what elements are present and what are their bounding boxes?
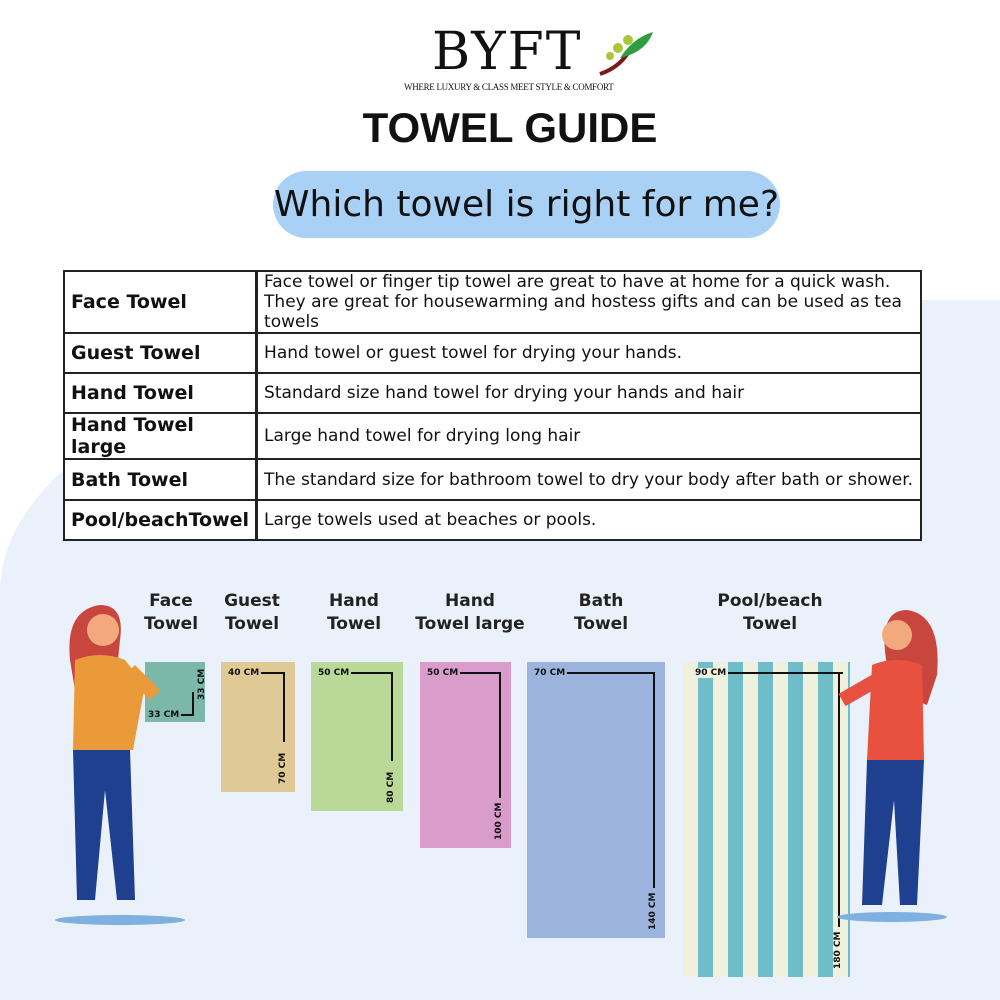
towel-desc: The standard size for bathroom towel to … <box>255 458 923 501</box>
towel-caption: Bath Towel <box>531 590 671 636</box>
caption-line: Face <box>149 591 193 611</box>
table-row: Pool/beachTowel Large towels used at beac… <box>63 499 923 541</box>
caption-line: Towel <box>224 614 280 634</box>
caption-line: Towel <box>742 614 798 634</box>
caption-line: Bath <box>578 591 624 611</box>
subtitle-pill: Which towel is right for me? <box>273 171 780 238</box>
table-row: Guest Towel Hand towel or guest towel for… <box>63 332 923 374</box>
caption-line: Pool/beach <box>717 591 823 611</box>
brand-logo: BYFT <box>432 22 583 82</box>
towel-swatch: 50 CM 100 CM <box>420 662 511 848</box>
page-title: TOWEL GUIDE <box>362 104 658 151</box>
woman-right-illustration <box>837 610 947 922</box>
towel-desc: Large hand towel for drying long hair <box>255 412 923 460</box>
width-label: 70 CM <box>534 668 566 678</box>
leaf-icon <box>599 32 653 76</box>
height-label: 70 CM <box>278 752 288 784</box>
height-label: 180 CM <box>833 931 843 969</box>
caption-line: Towel <box>143 614 199 634</box>
towel-caption: Guest Towel <box>182 590 322 636</box>
woman-left-illustration <box>55 605 185 925</box>
caption-line: Guest <box>224 591 280 611</box>
towel-swatch: 90 CM 180 CM <box>683 662 850 977</box>
towel-swatch: 50 CM 80 CM <box>311 662 403 811</box>
caption-line: Towel <box>573 614 629 634</box>
caption-line: Towel <box>326 614 382 634</box>
towel-caption: Pool/beach Towel <box>700 590 840 636</box>
caption-line: Towel large <box>415 614 525 634</box>
towel-desc: Face towel or finger tip towel are great… <box>255 270 923 334</box>
table-row: Hand Towel large Large hand towel for dry… <box>63 412 923 460</box>
height-label: 100 CM <box>494 802 504 840</box>
brand-tagline: WHERE LUXURY & CLASS MEET STYLE & COMFOR… <box>404 82 614 92</box>
towel-caption: Hand Towel <box>284 590 424 636</box>
towel-name: Guest Towel <box>63 332 259 374</box>
width-label: 50 CM <box>318 668 350 678</box>
towel-name: Hand Towel large <box>63 412 259 460</box>
towel-swatch: 40 CM 70 CM <box>221 662 295 792</box>
caption-line: Hand <box>445 591 495 611</box>
towel-desc: Hand towel or guest towel for drying you… <box>255 332 923 374</box>
height-label: 140 CM <box>648 892 658 930</box>
height-label: 80 CM <box>386 771 396 803</box>
towel-name: Face Towel <box>63 270 259 334</box>
towel-name: Bath Towel <box>63 458 259 501</box>
towel-swatch: 70 CM 140 CM <box>527 662 665 938</box>
table-row: Bath Towel The standard size for bathroom… <box>63 458 923 501</box>
height-label: 33 CM <box>197 668 207 700</box>
towel-caption: Hand Towel large <box>400 590 540 636</box>
caption-line: Hand <box>329 591 379 611</box>
towel-desc: Standard size hand towel for drying your… <box>255 372 923 414</box>
width-label: 50 CM <box>427 668 459 678</box>
towel-desc: Large towels used at beaches or pools. <box>255 499 923 541</box>
towel-caption: Face Towel <box>101 590 241 636</box>
desc-line: Face towel or finger tip towel are great… <box>264 272 891 292</box>
width-label: 33 CM <box>148 710 180 720</box>
towel-name: Pool/beachTowel <box>63 499 259 541</box>
width-label: 40 CM <box>228 668 260 678</box>
table-row: Face Towel Face towel or finger tip towel… <box>63 270 923 334</box>
width-label: 90 CM <box>693 668 729 678</box>
desc-line: They are great for housewarming and host… <box>264 292 902 332</box>
table-row: Hand Towel Standard size hand towel for d… <box>63 372 923 414</box>
towel-name: Hand Towel <box>63 372 259 414</box>
towel-table: Face Towel Face towel or finger tip towel… <box>63 270 923 541</box>
